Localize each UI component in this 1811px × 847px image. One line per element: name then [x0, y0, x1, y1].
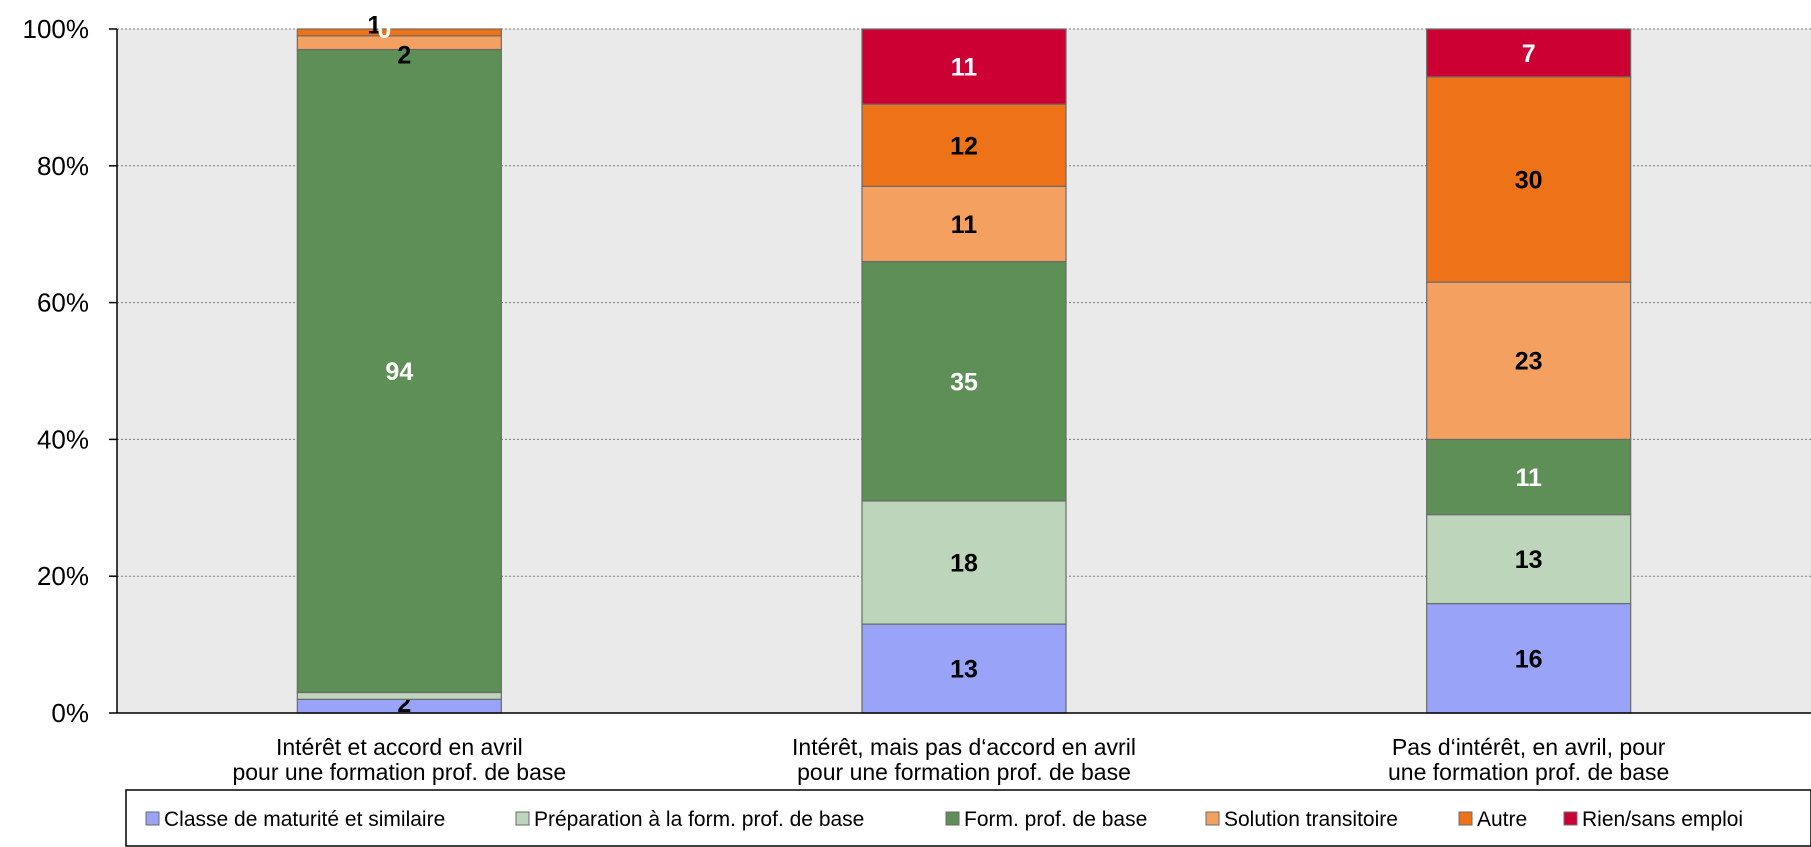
data-label: 35 — [950, 368, 978, 396]
data-label: 30 — [1515, 166, 1543, 194]
bars: 219421013183511121116131123307 — [296, 11, 1632, 718]
legend-swatch — [945, 811, 960, 826]
legend-label: Classe de maturité et similaire — [164, 808, 445, 831]
data-label: 16 — [1515, 645, 1543, 673]
y-tick-label: 0% — [51, 698, 89, 728]
data-label: 11 — [951, 54, 978, 82]
y-tick-label: 40% — [37, 424, 89, 454]
x-category-label: Intérêt et accord en avril — [276, 734, 523, 760]
bar-segment — [1426, 28, 1632, 78]
bar-segment — [1426, 438, 1632, 516]
x-category-label: Intérêt, mais pas d‘accord en avril — [792, 734, 1136, 760]
bar-segment — [1426, 602, 1632, 714]
bar-segment — [296, 28, 502, 37]
legend-swatch — [515, 811, 530, 826]
bar-segment — [1426, 514, 1632, 605]
legend-swatch — [145, 811, 160, 826]
legend-label: Préparation à la form. prof. de base — [534, 808, 864, 831]
y-tick-label: 20% — [37, 561, 89, 591]
legend-label: Rien/sans emploi — [1582, 808, 1743, 831]
bar-segment — [861, 500, 1067, 625]
legend-swatch — [1563, 811, 1578, 826]
data-label: 0 — [377, 16, 391, 44]
x-category-label: pour une formation prof. de base — [232, 759, 566, 785]
bar-segment — [296, 691, 502, 700]
y-tick-label: 80% — [37, 151, 89, 181]
data-label: 13 — [1515, 546, 1543, 574]
x-category-label: Pas d‘intérêt, en avril, pour — [1392, 734, 1666, 760]
bar-segment — [861, 623, 1067, 714]
x-category-label: une formation prof. de base — [1388, 759, 1669, 785]
bar-segment — [861, 28, 1067, 105]
x-category-label: pour une formation prof. de base — [797, 759, 1131, 785]
legend-label: Solution transitoire — [1224, 808, 1398, 831]
legend-label: Form. prof. de base — [964, 808, 1147, 831]
bar-segment — [1426, 76, 1632, 283]
data-label: 11 — [951, 211, 978, 239]
y-tick-label: 60% — [37, 288, 89, 318]
bar-segment — [861, 103, 1067, 187]
legend: Classe de maturité et similaire Préparati… — [125, 789, 1811, 847]
data-label: 7 — [1522, 40, 1536, 68]
data-label: 2 — [397, 42, 411, 70]
legend-box — [125, 789, 1811, 847]
bar-segment — [861, 185, 1067, 263]
legend-swatch — [1205, 811, 1220, 826]
data-label: 11 — [1515, 464, 1542, 492]
legend-label: Autre — [1477, 808, 1527, 831]
data-label: 1 — [367, 11, 381, 39]
y-tick-label: 100% — [23, 14, 90, 44]
data-label: 23 — [1515, 348, 1543, 376]
bar-segment — [1426, 281, 1632, 440]
legend-swatch — [1458, 811, 1473, 826]
bar-segment — [296, 48, 502, 694]
data-label: 18 — [950, 550, 978, 578]
data-label: 12 — [950, 132, 978, 160]
data-label: 94 — [385, 358, 413, 386]
data-label: 13 — [950, 656, 978, 684]
y-axis: 0% 20% 40% 60% 80% 100% — [23, 14, 118, 728]
